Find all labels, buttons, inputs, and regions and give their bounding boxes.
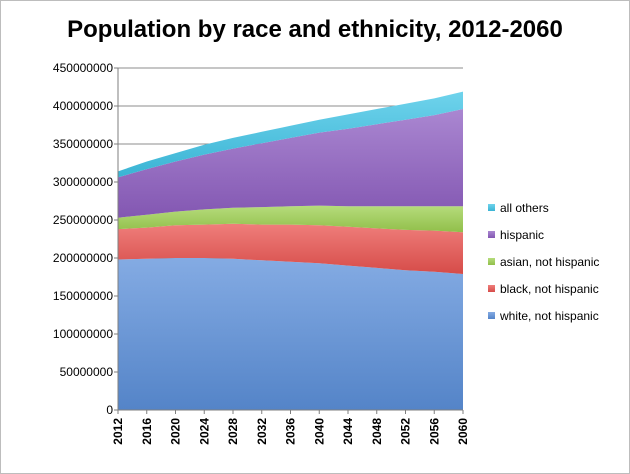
area-black-not-hispanic [118, 223, 463, 274]
y-tick-label: 200000000 [53, 251, 113, 265]
x-tick-labels: 2012 2016 2020 2024 2028 2032 2036 2040 2044 2048… [111, 418, 470, 445]
x-tick-label: 2028 [226, 418, 240, 445]
x-tick-label: 2036 [284, 418, 298, 445]
x-tick-label: 2032 [255, 418, 269, 445]
x-tick-label: 2044 [341, 418, 355, 445]
x-tick-label: 2052 [399, 418, 413, 445]
legend-swatch [488, 312, 495, 319]
axes [114, 67, 464, 414]
x-tick-label: 2048 [370, 418, 384, 445]
x-tick-label: 2020 [169, 418, 183, 445]
legend-label: all others [500, 201, 549, 215]
x-tick-label: 2040 [312, 418, 326, 445]
y-tick-label: 450000000 [53, 61, 113, 75]
y-tick-label: 50000000 [60, 365, 114, 379]
y-tick-label: 250000000 [53, 213, 113, 227]
legend-swatch [488, 231, 495, 238]
legend-swatch [488, 285, 495, 292]
chart-title: Population by race and ethnicity, 2012-2… [67, 16, 563, 43]
legend-label: black, not hispanic [500, 282, 599, 296]
y-tick-label: 0 [106, 403, 113, 417]
area-series [118, 91, 463, 410]
legend-label: hispanic [500, 228, 544, 242]
legend: all others hispanic asian, not hispanic bla… [488, 201, 599, 323]
y-tick-label: 400000000 [53, 99, 113, 113]
x-tick-label: 2056 [427, 418, 441, 445]
legend-label: asian, not hispanic [500, 255, 599, 269]
x-tick-label: 2016 [140, 418, 154, 445]
area-asian-not-hispanic [118, 205, 463, 233]
y-tick-labels: 0 50000000 100000000 150000000 200000000 2500… [53, 61, 113, 417]
y-tick-label: 100000000 [53, 327, 113, 341]
legend-label: white, not hispanic [499, 309, 599, 323]
x-tick-label: 2024 [197, 418, 211, 445]
area-hispanic [118, 109, 463, 218]
x-tick-label: 2012 [111, 418, 125, 445]
y-tick-label: 150000000 [53, 289, 113, 303]
legend-swatch [488, 204, 495, 211]
area-white-not-hispanic [118, 258, 463, 410]
legend-swatch [488, 258, 495, 265]
x-tick-label: 2060 [456, 418, 470, 445]
y-tick-label: 350000000 [53, 137, 113, 151]
area-all-others [118, 91, 463, 178]
y-tick-label: 300000000 [53, 175, 113, 189]
